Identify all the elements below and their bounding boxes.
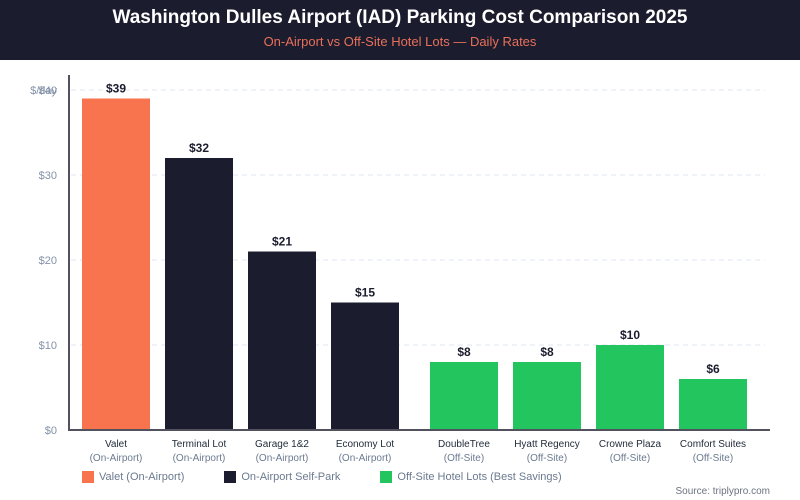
chart-subtitle: On-Airport vs Off-Site Hotel Lots — Dail… [263, 34, 537, 49]
y-tick-label: $10 [39, 340, 57, 352]
x-tick-sublabel: (On-Airport) [339, 453, 392, 464]
x-tick-sublabel: (On-Airport) [90, 453, 143, 464]
legend-label: On-Airport Self-Park [241, 471, 341, 483]
bar-economy-lot [331, 302, 399, 430]
legend-swatch [82, 471, 94, 483]
y-tick-label: $40 [39, 85, 57, 97]
x-tick-sublabel: (On-Airport) [256, 453, 309, 464]
legend-swatch [380, 471, 393, 483]
x-tick-label: Comfort Suites [680, 439, 746, 450]
bar-comfort-suites [679, 379, 747, 430]
x-tick-sublabel: (Off-Site) [527, 453, 567, 464]
x-tick-label: Terminal Lot [172, 439, 227, 450]
x-tick-sublabel: (Off-Site) [610, 453, 650, 464]
x-tick-label: DoubleTree [438, 439, 490, 450]
x-tick-label: Crowne Plaza [599, 439, 662, 450]
data-label: $21 [272, 235, 292, 249]
x-tick-sublabel: (On-Airport) [173, 453, 226, 464]
y-tick-label: $20 [39, 255, 57, 267]
x-tick-label: Economy Lot [336, 439, 395, 450]
legend-label: Valet (On-Airport) [99, 471, 185, 483]
bar-doubletree [430, 362, 498, 430]
data-label: $6 [706, 362, 720, 376]
legend-item-valet: Valet (On-Airport) [82, 471, 184, 483]
bar-crowne-plaza [596, 345, 664, 430]
x-tick-label: Valet [105, 439, 127, 450]
legend-item-self-park: On-Airport Self-Park [224, 471, 340, 483]
x-tick-sublabel: (Off-Site) [693, 453, 733, 464]
source-note: Source: triplypro.com [675, 486, 770, 497]
chart-title: Washington Dulles Airport (IAD) Parking … [112, 7, 688, 28]
x-tick-label: Garage 1&2 [255, 439, 309, 450]
y-axis-label: $/day [30, 85, 57, 97]
data-label: $8 [457, 345, 471, 359]
data-label: $15 [355, 286, 375, 300]
bar-valet [82, 98, 150, 430]
chart-header: Washington Dulles Airport (IAD) Parking … [0, 0, 800, 60]
legend-swatch [224, 471, 237, 483]
data-label: $10 [620, 328, 640, 342]
x-tick-sublabel: (Off-Site) [444, 453, 484, 464]
x-tick-label: Hyatt Regency [514, 439, 580, 450]
chart-legend: Valet (On-Airport) On-Airport Self-Park Of… [82, 469, 562, 485]
legend-label: Off-Site Hotel Lots (Best Savings) [397, 471, 562, 483]
bar-hyatt-regency [513, 362, 581, 430]
data-label: $39 [106, 82, 126, 96]
legend-item-off-site: Off-Site Hotel Lots (Best Savings) [380, 471, 562, 483]
bar-garage-1-2 [248, 251, 316, 430]
bar-terminal-lot [165, 158, 233, 430]
data-label: $8 [540, 345, 554, 359]
y-tick-label: $0 [45, 425, 57, 437]
y-tick-label: $30 [39, 170, 57, 182]
data-label: $32 [189, 141, 209, 155]
